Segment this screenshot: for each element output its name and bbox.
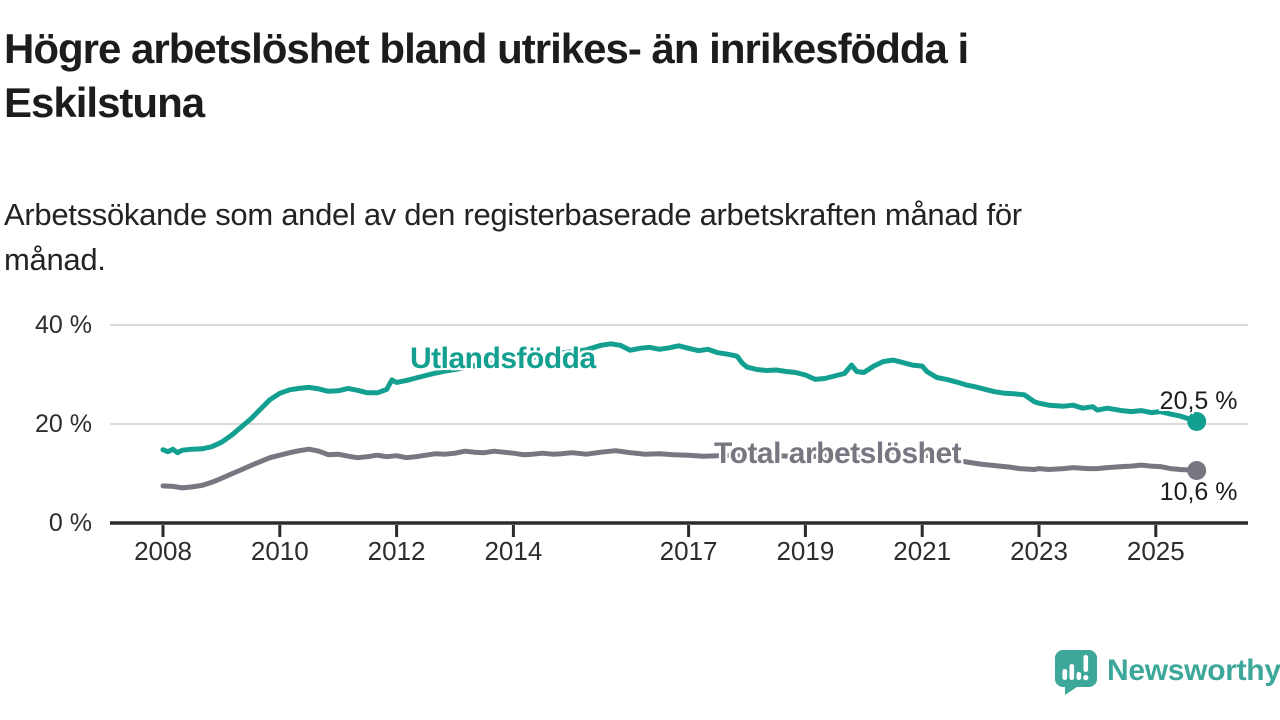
newsworthy-logo-icon	[1055, 650, 1097, 695]
x-axis-label-2019: 2019	[776, 536, 835, 566]
newsworthy-logo-text: Newsworthy	[1107, 654, 1280, 687]
page-title: Högre arbetslöshet bland utrikes- än inr…	[4, 25, 969, 126]
end-value-label-total-arbetsloshet: 10,6 %	[1159, 477, 1238, 506]
x-axis-label-2014: 2014	[484, 536, 543, 566]
x-axis-label-2023: 2023	[1010, 536, 1068, 566]
y-axis-label-20: 20 %	[35, 410, 92, 438]
end-value-label-utlandsfodda: 20,5 %	[1159, 386, 1238, 415]
logo-bar-2	[1069, 664, 1075, 680]
series-line-utlandsfodda	[160, 341, 1200, 456]
x-axis-label-2010: 2010	[250, 536, 309, 566]
x-axis-label-2025: 2025	[1126, 536, 1185, 566]
y-axis-label-0: 0 %	[48, 509, 92, 537]
logo-exclamation-bar	[1083, 655, 1089, 672]
series-end-dot-utlandsfodda	[1187, 412, 1207, 432]
x-axis-label-2008: 2008	[134, 536, 192, 566]
logo-exclamation-dot	[1083, 675, 1089, 681]
series-end-dot-total	[1187, 461, 1207, 481]
x-axis-label-2017: 2017	[659, 536, 718, 566]
logo-bar-1	[1062, 669, 1068, 680]
series-label-utlandsfodda: Utlandsfödda	[410, 342, 596, 375]
series-label-total-arbetsloshet: Total arbetslöshet	[714, 437, 962, 470]
series-line-total	[160, 446, 1200, 491]
page-subtitle: Arbetssökande som andel av den registerb…	[4, 197, 1022, 277]
logo-bar-3	[1076, 672, 1082, 680]
y-axis-label-40: 40 %	[35, 311, 92, 339]
x-axis-label-2012: 2012	[367, 536, 426, 566]
newsworthy-logo: Newsworthy	[1054, 649, 1280, 696]
x-axis-label-2021: 2021	[893, 536, 952, 566]
